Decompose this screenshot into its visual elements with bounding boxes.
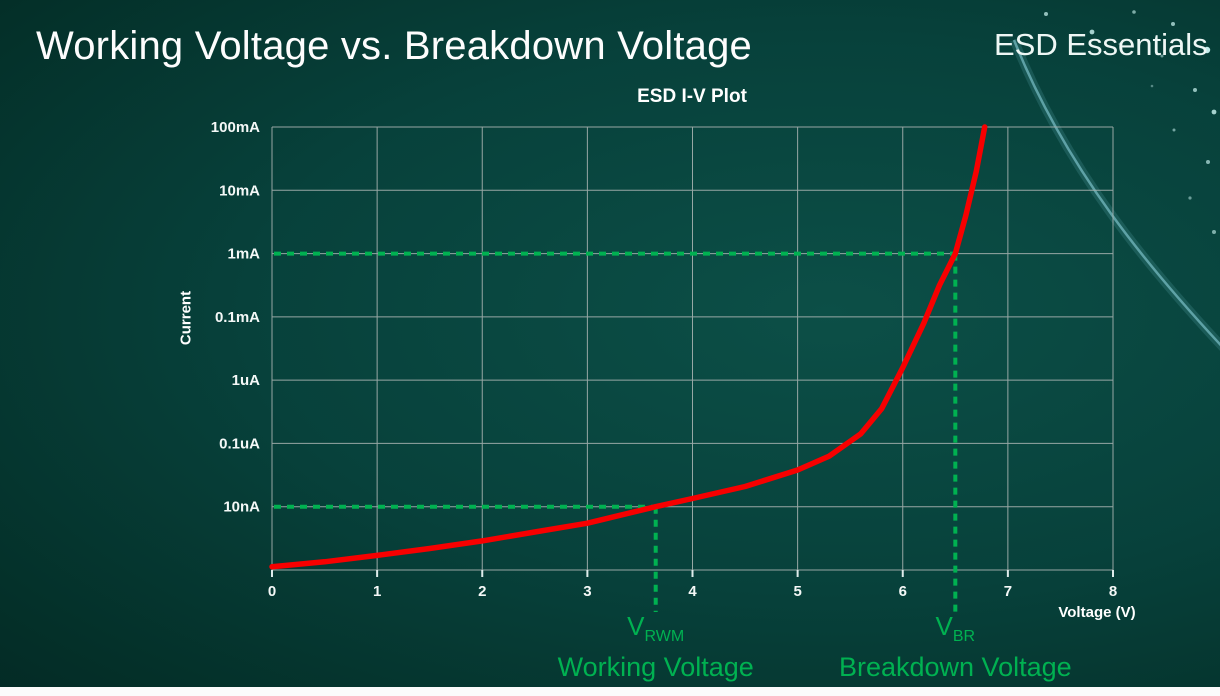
chart-title: ESD I-V Plot <box>637 86 747 107</box>
vbr-label: Breakdown Voltage <box>838 652 1072 683</box>
page-title: Working Voltage vs. Breakdown Voltage <box>36 24 752 68</box>
vbr-symbol: V <box>935 611 953 641</box>
bottom-white-bar <box>0 687 1220 696</box>
vrwm-label: Working Voltage <box>557 652 754 683</box>
y-tick-label: 0.1uA <box>219 435 260 452</box>
vbr-symbol-row: VBR <box>839 611 1072 652</box>
x-axis-ticks <box>271 570 1114 577</box>
x-tick-label: 7 <box>1004 583 1012 600</box>
y-tick-label: 1mA <box>227 246 260 263</box>
vrwm-symbol-subscript: RWM <box>644 628 685 646</box>
vbr-symbol-subscript: BR <box>952 628 976 646</box>
x-tick-label: 2 <box>478 583 486 600</box>
x-tick-label: 5 <box>793 583 801 600</box>
x-axis-label: Voltage (V) <box>1058 604 1136 621</box>
decorative-swoosh <box>1012 39 1220 347</box>
y-tick-label: 100mA <box>211 119 260 136</box>
x-tick-label: 0 <box>268 583 276 600</box>
brand-logo: ESD Essentials <box>994 27 1208 62</box>
vbr-guide-lines <box>274 251 958 612</box>
vrwm-symbol-row: VRWM <box>558 611 754 652</box>
x-tick-label: 3 <box>583 583 591 600</box>
vrwm-symbol: V <box>627 611 645 641</box>
y-tick-label: 10mA <box>219 182 260 199</box>
x-tick-label: 6 <box>899 583 907 600</box>
y-tick-label: 0.1mA <box>215 309 260 326</box>
x-tick-label: 1 <box>373 583 381 600</box>
swoosh-glow <box>1009 38 1220 351</box>
grid-lines <box>271 126 1114 571</box>
x-tick-label: 4 <box>688 583 697 600</box>
vbr-label-group: VBR Breakdown Voltage <box>839 611 1072 682</box>
x-tick-label: 8 <box>1109 583 1117 600</box>
vrwm-label-group: VRWM Working Voltage <box>558 611 754 682</box>
y-tick-label: 1uA <box>232 372 261 389</box>
y-tick-label: 10nA <box>223 499 260 516</box>
y-axis-label: Current <box>177 290 195 346</box>
iv-curve <box>269 124 988 570</box>
vrwm-guide-lines <box>274 504 658 612</box>
